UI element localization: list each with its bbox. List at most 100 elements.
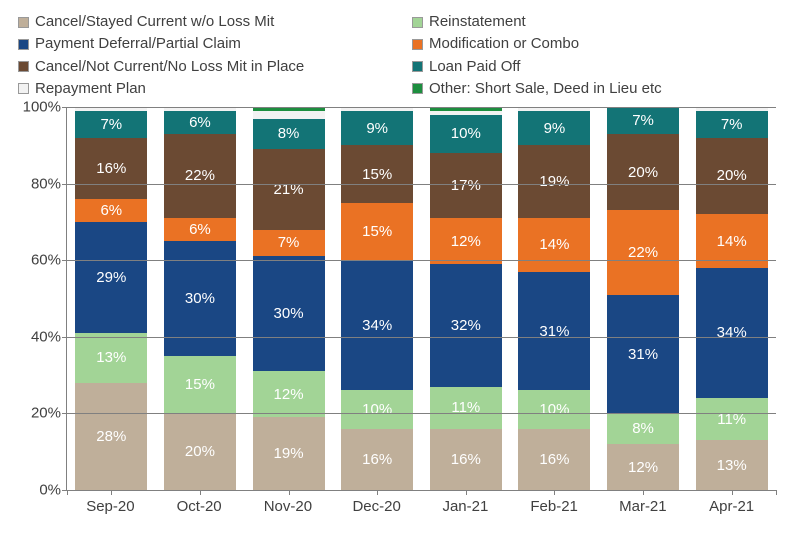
legend-label: Reinstatement xyxy=(429,12,526,32)
y-tick xyxy=(62,260,67,261)
y-axis-label: 100% xyxy=(23,99,61,116)
segment-value: 12% xyxy=(628,459,658,476)
bar-segment-modification_combo: 6% xyxy=(164,218,236,241)
bar-segment-loan_paid_off: 8% xyxy=(253,119,325,150)
segment-value: 7% xyxy=(100,116,122,133)
bar-segment-payment_deferral: 29% xyxy=(75,222,147,333)
bar-segment-payment_deferral: 31% xyxy=(518,272,590,391)
bar-segment-modification_combo: 7% xyxy=(253,230,325,257)
bar-segment-reinstatement: 10% xyxy=(518,390,590,428)
segment-value: 32% xyxy=(451,317,481,334)
bar: 16%10%31%14%19%9% xyxy=(518,107,590,490)
legend-item: Cancel/Stayed Current w/o Loss Mit xyxy=(18,12,388,32)
bar: 16% 10% 34% 15% 15% 9% xyxy=(341,107,413,490)
bar-segment-modification_combo: 6% xyxy=(75,199,147,222)
bar-segment-reinstatement: 11% xyxy=(430,387,502,429)
segment-value: 22% xyxy=(185,167,215,184)
segment-value: 31% xyxy=(628,346,658,363)
y-tick xyxy=(62,184,67,185)
bar-segment-payment_deferral: 32% xyxy=(430,264,502,387)
bar-segment-loan_paid_off: 7% xyxy=(696,111,768,138)
legend-swatch xyxy=(412,17,423,28)
segment-value: 10% xyxy=(539,401,569,418)
x-axis-label: Sep-20 xyxy=(74,498,146,515)
bar-segment-cancel_stayed_current: 20% xyxy=(164,413,236,490)
segment-value: 15% xyxy=(362,223,392,240)
segment-value: 10% xyxy=(451,125,481,142)
bars-container: 28%13%29%6%16%7%20%15%30%6%22%6%19%12%30… xyxy=(67,107,776,490)
segment-value: 14% xyxy=(717,233,747,250)
bar-segment-cancel_stayed_current: 16% xyxy=(430,429,502,490)
legend-label: Payment Deferral/Partial Claim xyxy=(35,34,241,54)
y-tick xyxy=(62,413,67,414)
legend: Cancel/Stayed Current w/o Loss Mit Reinst… xyxy=(18,12,782,99)
bar-segment-payment_deferral: 30% xyxy=(164,241,236,356)
bar-segment-cancel_not_current: 20% xyxy=(696,138,768,215)
bar-segment-reinstatement: 11% xyxy=(696,398,768,440)
y-tick xyxy=(62,337,67,338)
legend-label: Modification or Combo xyxy=(429,34,579,54)
segment-value: 22% xyxy=(628,244,658,261)
legend-swatch xyxy=(18,17,29,28)
legend-swatch xyxy=(18,39,29,50)
legend-label: Loan Paid Off xyxy=(429,57,520,77)
bar-segment-reinstatement: 15% xyxy=(164,356,236,413)
legend-swatch xyxy=(18,83,29,94)
segment-value: 15% xyxy=(185,376,215,393)
bar: 28% 13% 29%6% 16% 7% xyxy=(75,107,147,490)
segment-value: 28% xyxy=(96,428,126,445)
bar-segment-payment_deferral: 34% xyxy=(341,260,413,390)
bar-segment-cancel_stayed_current: 13% xyxy=(696,440,768,490)
bar-segment-cancel_stayed_current: 12% xyxy=(607,444,679,490)
y-axis-label: 80% xyxy=(31,175,61,192)
segment-value: 30% xyxy=(274,305,304,322)
x-axis-label: Nov-20 xyxy=(252,498,324,515)
bar-segment-reinstatement: 13% xyxy=(75,333,147,383)
bar-segment-cancel_stayed_current: 19% xyxy=(253,417,325,490)
segment-value: 14% xyxy=(539,236,569,253)
grid-line xyxy=(67,184,776,185)
segment-value: 16% xyxy=(96,160,126,177)
bar: 19%12%30%7%21%8% xyxy=(253,107,325,490)
x-axis-labels: Sep-20Oct-20Nov-20Dec-20Jan-21Feb-21Mar-… xyxy=(66,491,776,515)
grid-line xyxy=(67,337,776,338)
segment-value: 7% xyxy=(721,116,743,133)
x-axis-label: Feb-21 xyxy=(518,498,590,515)
legend-label: Cancel/Stayed Current w/o Loss Mit xyxy=(35,12,274,32)
bar-segment-cancel_not_current: 19% xyxy=(518,145,590,218)
bar-segment-payment_deferral: 31% xyxy=(607,295,679,414)
bar-segment-loan_paid_off: 7% xyxy=(607,107,679,134)
bar-segment-loan_paid_off: 9% xyxy=(341,111,413,145)
legend-item: Modification or Combo xyxy=(412,34,782,54)
segment-value: 12% xyxy=(451,233,481,250)
bar-segment-cancel_not_current: 17% xyxy=(430,153,502,218)
segment-value: 16% xyxy=(362,451,392,468)
segment-value: 19% xyxy=(274,445,304,462)
segment-value: 10% xyxy=(362,401,392,418)
legend-swatch xyxy=(18,61,29,72)
segment-value: 19% xyxy=(539,173,569,190)
legend-swatch xyxy=(412,39,423,50)
segment-value: 16% xyxy=(539,451,569,468)
bar-segment-cancel_stayed_current: 16% xyxy=(341,429,413,490)
segment-value: 16% xyxy=(451,451,481,468)
segment-value: 7% xyxy=(632,112,654,129)
x-axis-label: Jan-21 xyxy=(429,498,501,515)
segment-value: 12% xyxy=(274,386,304,403)
segment-value: 8% xyxy=(278,125,300,142)
bar-segment-modification_combo: 14% xyxy=(518,218,590,272)
legend-item: Other: Short Sale, Deed in Lieu etc xyxy=(412,79,782,99)
y-axis-label: 0% xyxy=(39,482,61,499)
segment-value: 13% xyxy=(96,349,126,366)
grid-line xyxy=(67,260,776,261)
bar-segment-cancel_not_current: 15% xyxy=(341,145,413,202)
bar-segment-reinstatement: 10% xyxy=(341,390,413,428)
segment-value: 6% xyxy=(189,114,211,131)
grid-line xyxy=(67,107,776,108)
segment-value: 9% xyxy=(366,120,388,137)
segment-value: 17% xyxy=(451,177,481,194)
legend-item: Loan Paid Off xyxy=(412,57,782,77)
bar-segment-payment_deferral: 30% xyxy=(253,256,325,371)
bar-segment-modification_combo: 12% xyxy=(430,218,502,264)
segment-value: 13% xyxy=(717,457,747,474)
